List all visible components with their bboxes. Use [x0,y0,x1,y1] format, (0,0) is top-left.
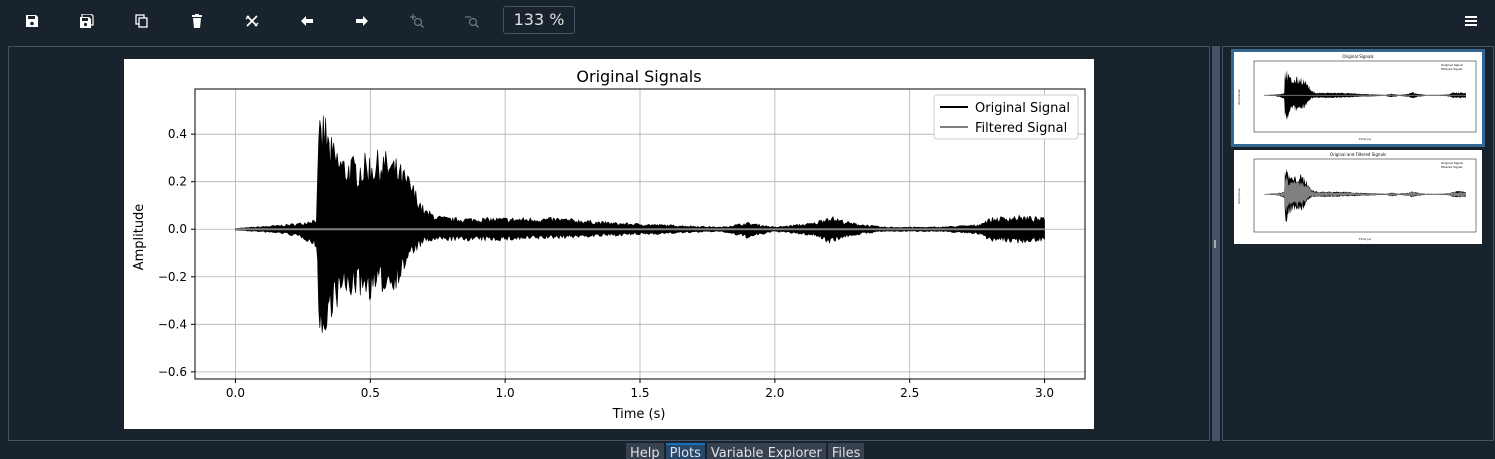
pane-tabs: Help Plots Variable Explorer Files [626,443,866,459]
x-tick-label: 0.0 [226,386,245,400]
y-tick-label: −0.6 [158,365,187,379]
x-tick-label: 1.5 [630,386,649,400]
previous-plot-button[interactable] [295,9,319,33]
legend-label-filtered: Filtered Signal [975,121,1067,136]
save-icon [26,15,38,27]
thumbnail-legend-filtered: Filtered Signal [1441,165,1462,169]
thumbnail-title: Original and Filtered Signals [1330,152,1386,157]
thumbnail-chart: Original and Filtered Signals Original S… [1237,152,1477,241]
figure-canvas: Original Signals 0.0 0.5 1.0 1.5 2.0 2.5 3.0 0.… [124,59,1094,429]
copy-icon [135,14,148,28]
next-plot-button[interactable] [350,9,374,33]
tab-help[interactable]: Help [626,443,664,459]
y-tick-label: 0.2 [168,175,187,189]
y-tick-label: −0.4 [158,317,187,331]
chart-legend: Original Signal Filtered Signal [933,94,1079,140]
chart-title: Original Signals [576,67,701,86]
delete-button[interactable] [185,9,209,33]
thumbnail-original-signal [1264,168,1466,222]
legend-box [933,94,1079,140]
thumbnail-legend-original: Original Signal [1441,63,1463,67]
thumbnail-chart: Original Signals Original Signal Filtere… [1237,54,1477,141]
thumbnail-data [1264,168,1466,222]
y-tick-label: 0.0 [168,222,187,236]
plot-thumbnail[interactable]: Original and Filtered Signals Original S… [1234,150,1482,244]
thumbnail-xlabel: Time (s) [1358,237,1371,241]
save-all-button[interactable] [75,9,99,33]
delete-all-icon [245,15,259,27]
delete-all-button[interactable] [240,9,264,33]
x-axis-label: Time (s) [612,407,666,422]
next-arrow-icon [356,16,368,26]
zoom-in-icon [410,14,424,28]
splitter-grip[interactable] [1214,240,1216,248]
y-axis-label: Amplitude [132,204,147,271]
x-tick-label: 1.0 [496,386,515,400]
thumbnail-filtered-signal [1264,175,1466,213]
hamburger-menu-icon [1465,16,1477,26]
thumbnail-frame [1253,158,1477,233]
panel-splitter[interactable] [1212,46,1220,441]
copy-button[interactable] [130,9,154,33]
plots-toolbar: 133 % [0,0,1495,42]
signal-chart: Original Signals 0.0 0.5 1.0 1.5 2.0 2.5 3.00.… [132,67,1086,422]
options-menu-button[interactable] [1461,11,1481,31]
tab-plots[interactable]: Plots [665,443,705,459]
delete-icon [192,14,202,28]
thumbnail-frame [1253,60,1477,133]
save-button[interactable] [20,9,44,33]
thumbnail-ylabel: Amplitude [1237,89,1241,105]
thumbnail-ylabel: Amplitude [1237,188,1241,204]
chart-ticks: 0.0 0.5 1.0 1.5 2.0 2.5 3.0 0.4 0.2 0.0 −0.2 −0.4 −0… [158,127,1054,400]
y-tick-label: −0.2 [158,270,187,284]
thumbnail-original-signal [1264,69,1466,120]
save-all-icon [80,14,94,28]
x-tick-label: 3.0 [1035,386,1054,400]
tab-files[interactable]: Files [827,443,865,459]
original-signal-line [235,115,1045,333]
previous-arrow-icon [301,16,313,26]
y-tick-label: 0.4 [168,127,187,141]
zoom-out-icon [465,16,479,28]
zoom-in-button[interactable] [405,9,429,33]
thumbnail-data [1264,69,1466,120]
legend-label-original: Original Signal [975,101,1070,116]
plot-thumbnail[interactable]: Original Signals Original Signal Filtere… [1231,49,1485,147]
x-tick-label: 2.5 [900,386,919,400]
zoom-level-field[interactable]: 133 % [503,6,575,34]
thumbnail-legend-original: Original Signal [1441,161,1463,165]
thumbnail-legend-filtered: Filtered Signal [1441,67,1462,71]
thumbnail-xlabel: Time (s) [1358,137,1371,141]
x-tick-label: 0.5 [361,386,380,400]
thumbnail-title: Original Signals [1342,54,1373,59]
x-tick-label: 2.0 [765,386,784,400]
chart-data-layer [235,115,1045,333]
tab-variable-explorer[interactable]: Variable Explorer [706,443,826,459]
zoom-out-button[interactable] [460,9,484,33]
